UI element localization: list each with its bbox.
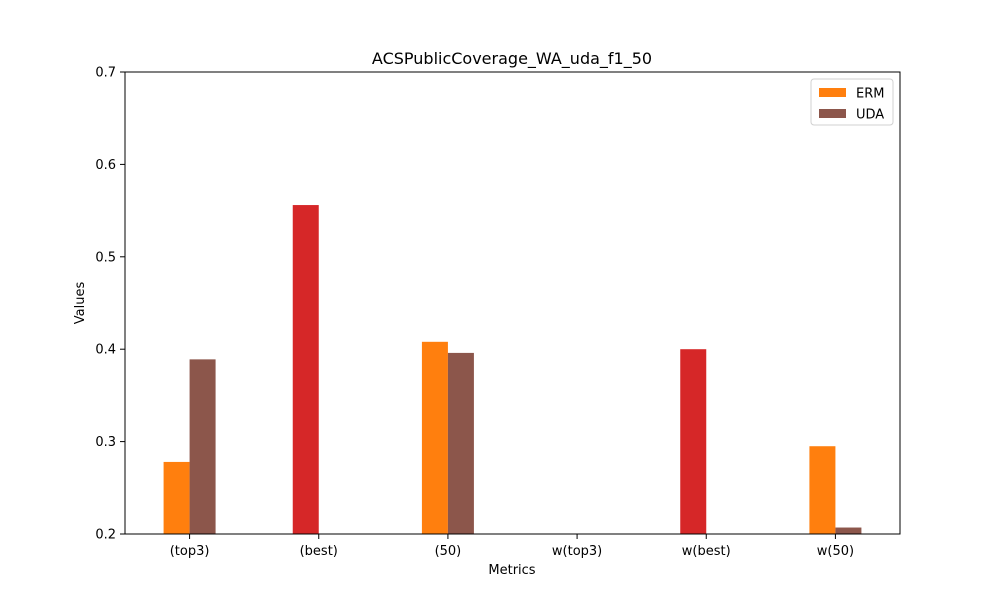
legend-swatch-uda <box>819 109 846 118</box>
x-tick-label: (50) <box>435 544 462 559</box>
plot-frame <box>124 71 901 535</box>
x-axis-label: Metrics <box>488 563 535 578</box>
legend-label-erm: ERM <box>856 87 884 102</box>
bar-50-s1 <box>447 352 474 534</box>
bar-w50-s1 <box>835 527 862 534</box>
y-tick-label: 0.7 <box>95 66 116 81</box>
x-tick-label: (best) <box>300 544 338 559</box>
bar-w50-s0 <box>809 446 836 534</box>
x-tick-label: (top3) <box>170 544 210 559</box>
bar-50-s0 <box>421 341 448 534</box>
legend: ERM UDA <box>810 78 894 126</box>
y-axis-label: Values <box>73 282 88 325</box>
x-tick-label: w(top3) <box>552 544 602 559</box>
y-tick-label: 0.2 <box>95 528 116 543</box>
y-tick-label: 0.4 <box>95 343 116 358</box>
bar-best-s2 <box>292 205 319 534</box>
y-tick-label: 0.3 <box>95 435 116 450</box>
plot-area: 0.2 0.3 0.4 0.5 0.6 0.7 (top3) (best) (50) w(top3… <box>95 66 901 559</box>
chart-title: ACSPublicCoverage_WA_uda_f1_50 <box>372 49 652 69</box>
x-tick-label: w(50) <box>817 544 854 559</box>
bar-top3-s1 <box>189 359 216 534</box>
bar-wbest-s2 <box>680 349 707 534</box>
x-tick-label: w(best) <box>682 544 731 559</box>
legend-swatch-erm <box>819 88 846 97</box>
y-tick-label: 0.5 <box>95 250 116 265</box>
legend-label-uda: UDA <box>856 108 884 123</box>
bar-top3-s0 <box>163 461 190 534</box>
y-tick-label: 0.6 <box>95 158 116 173</box>
